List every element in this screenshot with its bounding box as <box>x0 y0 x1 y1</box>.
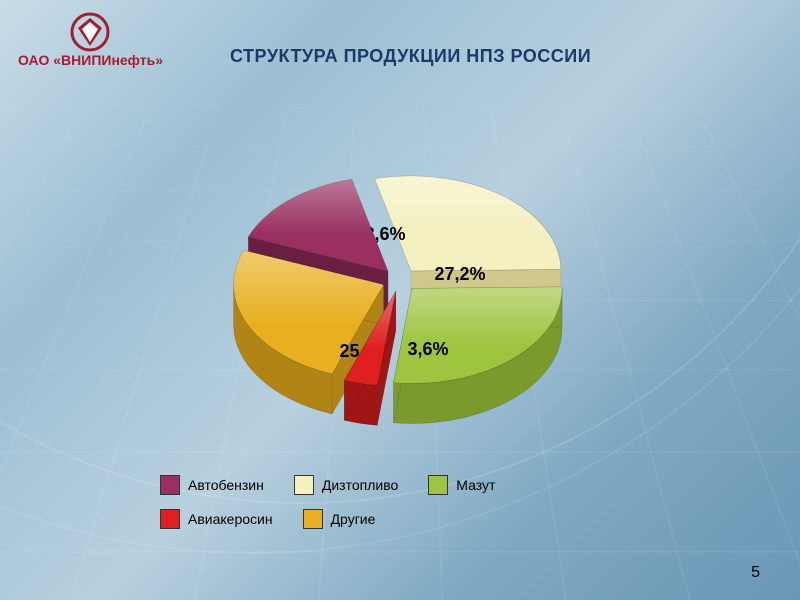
legend-swatch <box>160 475 180 495</box>
legend-item: Автобензин <box>160 475 264 495</box>
legend-item: Другие <box>303 509 376 529</box>
slice-label: 3,6% <box>407 339 448 359</box>
page-title: СТРУКТУРА ПРОДУКЦИИ НПЗ РОССИИ <box>230 46 591 67</box>
legend-swatch <box>160 509 180 529</box>
company-name: ОАО «ВНИПИнефть» <box>18 52 163 68</box>
slice-label: 27,2% <box>434 264 485 284</box>
legend-row: Авиакеросин Другие <box>160 509 640 529</box>
header: ОАО «ВНИПИнефть» СТРУКТУРА ПРОДУКЦИИ НПЗ… <box>0 0 800 70</box>
legend-item: Дизтопливо <box>294 475 398 495</box>
legend-swatch <box>428 475 448 495</box>
legend: Автобензин Дизтопливо Мазут Авиакеросин Друг… <box>160 475 640 543</box>
page-number: 5 <box>751 564 760 582</box>
legend-swatch <box>303 509 323 529</box>
pie-chart: 28,6%15,2%25,3%27,2%3,6% <box>175 120 625 450</box>
legend-label: Дизтопливо <box>322 477 398 493</box>
legend-item: Авиакеросин <box>160 509 273 529</box>
legend-swatch <box>294 475 314 495</box>
legend-item: Мазут <box>428 475 495 495</box>
company-logo-icon <box>70 12 110 57</box>
slide: ОАО «ВНИПИнефть» СТРУКТУРА ПРОДУКЦИИ НПЗ… <box>0 0 800 600</box>
legend-label: Мазут <box>456 477 495 493</box>
legend-row: Автобензин Дизтопливо Мазут <box>160 475 640 495</box>
legend-label: Другие <box>331 511 376 527</box>
legend-label: Автобензин <box>188 477 264 493</box>
legend-label: Авиакеросин <box>188 511 273 527</box>
